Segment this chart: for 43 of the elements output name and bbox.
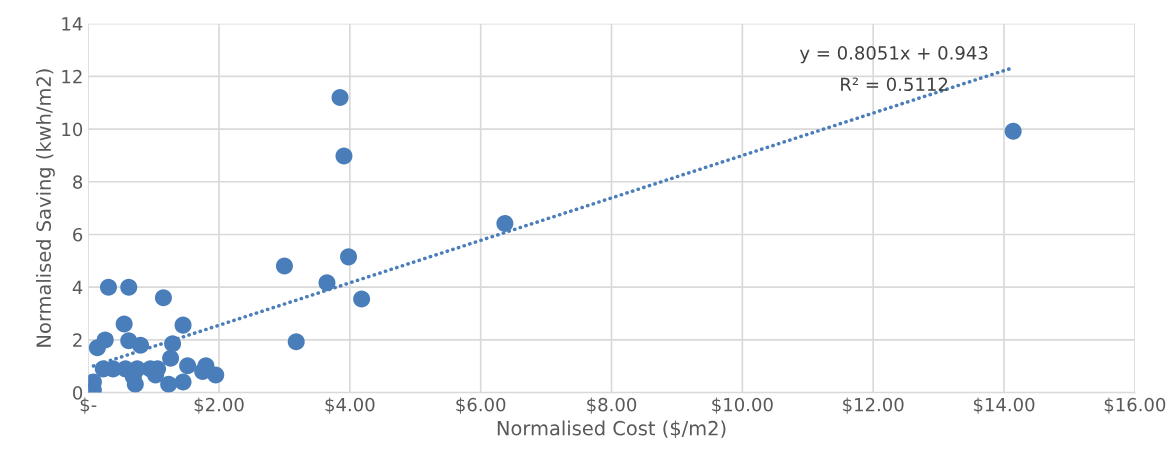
annotation: y = 0.8051x + 0.943	[799, 46, 988, 64]
y-tick-label: 2	[73, 333, 82, 347]
x-tick-label: $12.00	[843, 397, 904, 414]
point	[154, 289, 172, 307]
x-tick-label: $2.00	[194, 397, 244, 414]
point	[174, 373, 192, 391]
y-tick-label: 4	[72, 280, 83, 295]
point	[99, 278, 117, 296]
point	[115, 315, 133, 333]
x-tick-label: $8.00	[587, 397, 637, 414]
point	[275, 257, 293, 275]
y-tick-label: 12	[62, 69, 82, 84]
y-tick-label: 6	[73, 227, 83, 242]
y-tick-label: 0	[73, 386, 83, 400]
point	[207, 366, 225, 384]
x-axis-title: Normalised Cost ($/m2)	[497, 420, 726, 439]
x-tick-label: $4.00	[325, 397, 375, 414]
point	[120, 278, 138, 296]
x-tick-label: $16.00	[1104, 397, 1166, 414]
y-axis-title: Normalised Saving (kwh/m2)	[35, 69, 55, 347]
point	[340, 248, 358, 266]
point	[88, 339, 106, 357]
point	[353, 290, 371, 308]
point	[179, 357, 197, 375]
point	[496, 214, 514, 232]
y-tick-label: 8	[73, 175, 83, 189]
point	[318, 274, 336, 292]
point	[331, 88, 349, 106]
point	[287, 333, 305, 351]
x-tick-label: $14.00	[973, 397, 1035, 414]
point	[160, 375, 178, 393]
y-tick-label: 10	[62, 122, 83, 137]
x-tick-label: $-	[80, 397, 97, 414]
x-tick-label: $6.00	[456, 397, 506, 414]
point	[164, 335, 182, 353]
y-tick-label: 14	[62, 17, 83, 31]
point	[162, 349, 180, 367]
annotation: R² = 0.5112	[841, 77, 948, 92]
x-tick-label: $10.00	[712, 397, 773, 414]
point	[132, 336, 150, 354]
point	[1004, 122, 1022, 140]
point	[335, 147, 353, 165]
point	[174, 316, 192, 334]
